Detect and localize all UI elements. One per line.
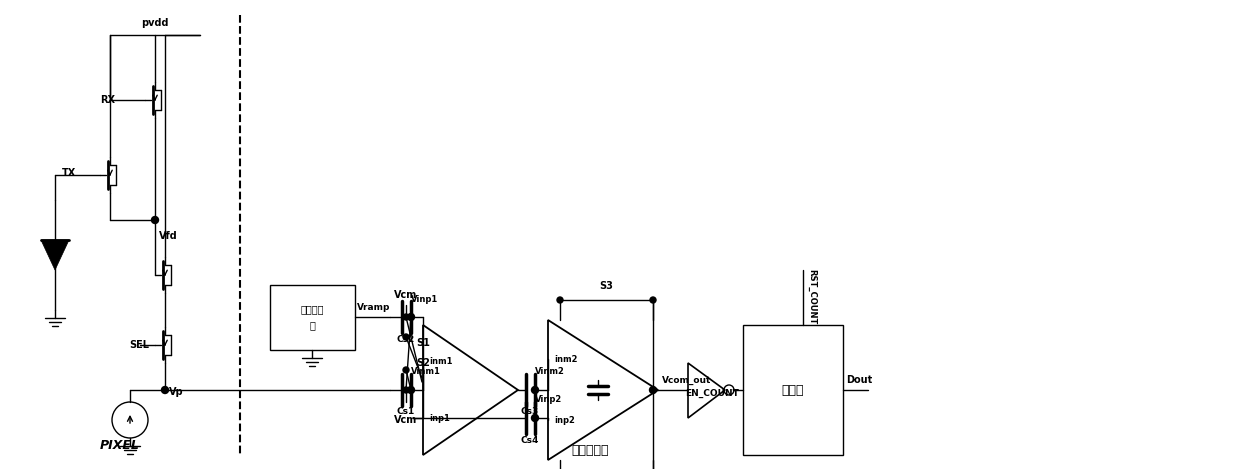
- Text: 斜坡发生: 斜坡发生: [301, 304, 324, 315]
- Text: Cs1: Cs1: [397, 408, 415, 416]
- Text: Cs4: Cs4: [521, 436, 539, 445]
- Text: inm2: inm2: [554, 355, 578, 363]
- Text: TX: TX: [62, 168, 76, 178]
- FancyBboxPatch shape: [270, 285, 355, 350]
- Circle shape: [408, 386, 414, 393]
- Polygon shape: [41, 240, 69, 270]
- Text: S2: S2: [415, 358, 430, 368]
- Circle shape: [557, 297, 563, 303]
- Text: inp1: inp1: [429, 414, 450, 423]
- Text: RX: RX: [100, 95, 115, 105]
- Circle shape: [151, 217, 159, 224]
- Text: pvdd: pvdd: [141, 18, 169, 28]
- Circle shape: [403, 314, 409, 320]
- Text: Dout: Dout: [846, 375, 872, 385]
- Text: Cs2: Cs2: [397, 334, 415, 343]
- Circle shape: [161, 386, 169, 393]
- Text: Vinp2: Vinp2: [534, 395, 562, 404]
- Text: inm1: inm1: [429, 357, 453, 366]
- Circle shape: [532, 415, 538, 422]
- Text: Vinp1: Vinp1: [410, 295, 438, 303]
- Text: Cs3: Cs3: [521, 408, 539, 416]
- Circle shape: [532, 386, 538, 393]
- FancyBboxPatch shape: [743, 325, 843, 455]
- Text: Vp: Vp: [169, 387, 184, 397]
- Text: inp2: inp2: [554, 416, 575, 425]
- Text: Vinm2: Vinm2: [534, 368, 565, 377]
- Text: SEL: SEL: [129, 340, 149, 350]
- Text: EN_COUNT: EN_COUNT: [686, 388, 739, 398]
- Text: RST_COUNT: RST_COUNT: [807, 269, 816, 325]
- Text: 计数器: 计数器: [781, 384, 805, 396]
- Text: S3: S3: [599, 281, 613, 291]
- Text: 器: 器: [310, 320, 315, 331]
- Circle shape: [403, 367, 409, 373]
- Text: Vcm: Vcm: [394, 290, 418, 300]
- Circle shape: [650, 297, 656, 303]
- Text: Vinm1: Vinm1: [410, 368, 441, 377]
- Text: 列读出电路: 列读出电路: [572, 444, 609, 456]
- Text: PIXEL: PIXEL: [100, 439, 140, 452]
- Text: Vcom_out: Vcom_out: [662, 375, 712, 385]
- Circle shape: [403, 387, 409, 393]
- Circle shape: [403, 334, 409, 340]
- Text: Vcm: Vcm: [394, 415, 418, 425]
- Circle shape: [408, 313, 414, 320]
- Text: Vfd: Vfd: [159, 231, 177, 241]
- Text: Vramp: Vramp: [357, 303, 391, 311]
- Text: S1: S1: [415, 338, 430, 348]
- Circle shape: [650, 386, 656, 393]
